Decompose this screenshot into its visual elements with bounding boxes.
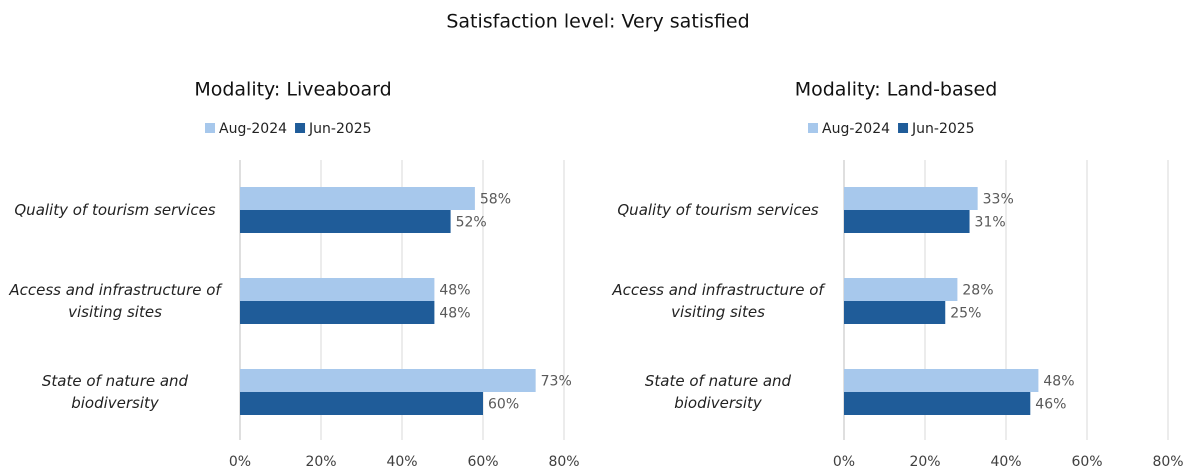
x-tick-label: 80%: [1152, 454, 1183, 468]
chart-title: Modality: Liveaboard: [194, 79, 391, 101]
x-tick-label: 60%: [467, 454, 498, 468]
legend-swatch: [295, 123, 306, 133]
data-label: 52%: [456, 215, 487, 231]
x-tick-label: 40%: [990, 454, 1021, 468]
legend-swatch: [205, 123, 215, 133]
data-label: 60%: [488, 397, 519, 413]
chart-title: Modality: Land-based: [795, 79, 998, 101]
bar: [240, 392, 483, 415]
data-label: 33%: [983, 192, 1014, 208]
data-label: 58%: [480, 192, 511, 208]
category-label: Access and infrastructure of visiting si…: [9, 281, 221, 321]
bar: [844, 278, 958, 301]
data-label: 28%: [962, 283, 993, 299]
legend-label: Jun-2025: [308, 121, 372, 137]
page-title: Satisfaction level: Very satisfied: [446, 11, 749, 33]
category-label: Access and infrastructure of visiting si…: [612, 281, 824, 321]
bar: [844, 301, 946, 324]
bar: [240, 369, 536, 392]
bar: [844, 210, 970, 233]
legend-label: Aug-2024: [219, 121, 287, 137]
x-tick-label: 20%: [909, 454, 940, 468]
data-label: 31%: [975, 215, 1006, 231]
bar: [240, 187, 475, 210]
category-label: State of nature and biodiversity: [41, 372, 189, 412]
legend-swatch: [808, 123, 818, 133]
legend-label: Jun-2025: [911, 121, 975, 137]
x-tick-label: 0%: [833, 454, 855, 468]
data-label: 48%: [439, 283, 470, 299]
bar: [240, 301, 435, 324]
category-label: State of nature and biodiversity: [644, 372, 792, 412]
bar: [844, 392, 1031, 415]
data-label: 48%: [1043, 374, 1074, 390]
x-tick-label: 80%: [548, 454, 579, 468]
data-label: 73%: [541, 374, 572, 390]
x-tick-label: 60%: [1071, 454, 1102, 468]
legend-swatch: [898, 123, 909, 133]
bar: [844, 369, 1039, 392]
x-tick-label: 40%: [386, 454, 417, 468]
data-label: 46%: [1035, 397, 1066, 413]
bar: [240, 210, 451, 233]
x-tick-label: 20%: [305, 454, 336, 468]
data-label: 48%: [439, 306, 470, 322]
bar: [240, 278, 435, 301]
legend-label: Aug-2024: [822, 121, 890, 137]
category-label: Quality of tourism services: [14, 201, 216, 219]
x-tick-label: 0%: [229, 454, 251, 468]
data-label: 25%: [950, 306, 981, 322]
category-label: Quality of tourism services: [617, 201, 819, 219]
bar: [844, 187, 978, 210]
